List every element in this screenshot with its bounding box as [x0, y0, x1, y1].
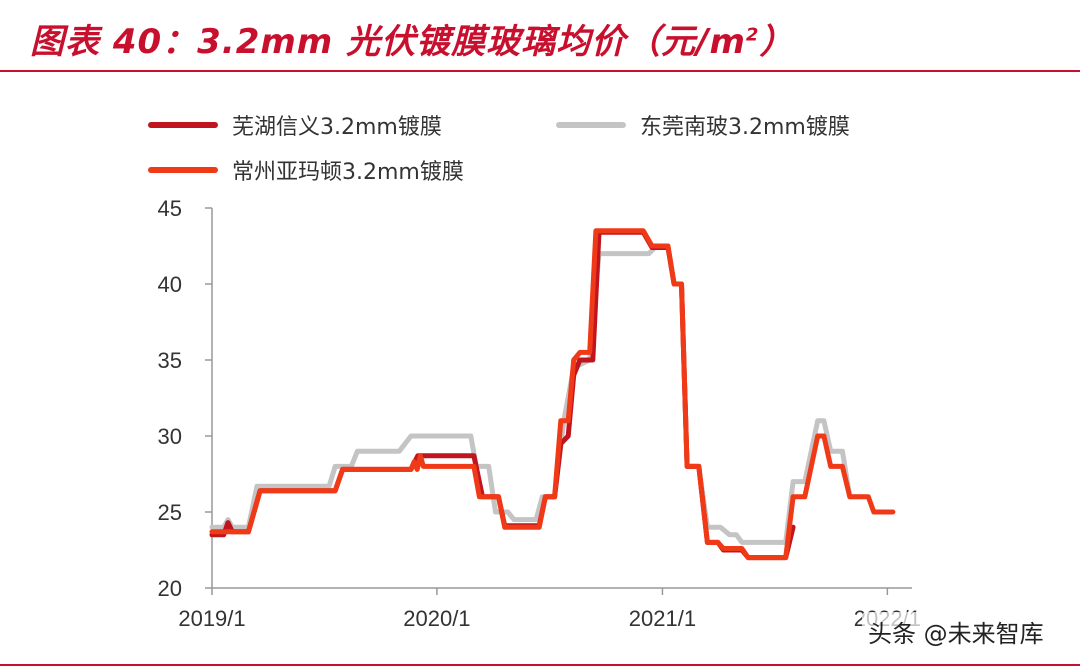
- bottom-rule: [0, 664, 1080, 666]
- y-tick-label: 25: [158, 500, 182, 525]
- series-line-3: [209, 228, 896, 561]
- legend-swatch-wuhu: [148, 122, 218, 128]
- title-underline: [0, 70, 1080, 72]
- y-tick-label: 40: [158, 272, 182, 297]
- legend-swatch-changzhou: [148, 167, 218, 173]
- series-line-2: [209, 245, 864, 545]
- legend-item-wuhu: 芜湖信义3.2mm镀膜: [148, 110, 442, 140]
- y-tick-label: 45: [158, 196, 182, 221]
- y-tick-label: 30: [158, 424, 182, 449]
- x-tick-label: 2019/1: [178, 606, 245, 631]
- legend-label-changzhou: 常州亚玛顿3.2mm镀膜: [232, 160, 464, 185]
- x-tick-label: 2020/1: [403, 606, 470, 631]
- legend-swatch-dongguan: [556, 122, 626, 128]
- y-tick-label: 20: [158, 576, 182, 601]
- legend-label-wuhu: 芜湖信义3.2mm镀膜: [232, 115, 442, 140]
- watermark: 头条 @未来智库: [862, 612, 1050, 651]
- legend-item-changzhou: 常州亚玛顿3.2mm镀膜: [148, 155, 464, 185]
- legend-item-dongguan: 东莞南玻3.2mm镀膜: [556, 110, 850, 140]
- legend-label-dongguan: 东莞南玻3.2mm镀膜: [640, 115, 850, 140]
- y-tick-label: 35: [158, 348, 182, 373]
- chart-title: 图表 40：3.2mm 光伏镀膜玻璃均价（元/m2）: [30, 22, 795, 62]
- x-tick-label: 2021/1: [629, 606, 696, 631]
